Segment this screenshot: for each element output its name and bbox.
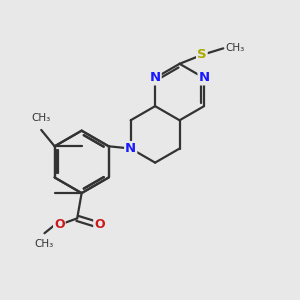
Text: N: N [125, 142, 136, 155]
Text: S: S [197, 48, 207, 62]
Text: CH₃: CH₃ [226, 44, 245, 53]
Text: O: O [54, 218, 65, 231]
Text: N: N [199, 71, 210, 84]
Text: O: O [94, 218, 105, 231]
Text: CH₃: CH₃ [32, 113, 51, 123]
Text: CH₃: CH₃ [35, 238, 54, 249]
Text: N: N [150, 71, 161, 84]
